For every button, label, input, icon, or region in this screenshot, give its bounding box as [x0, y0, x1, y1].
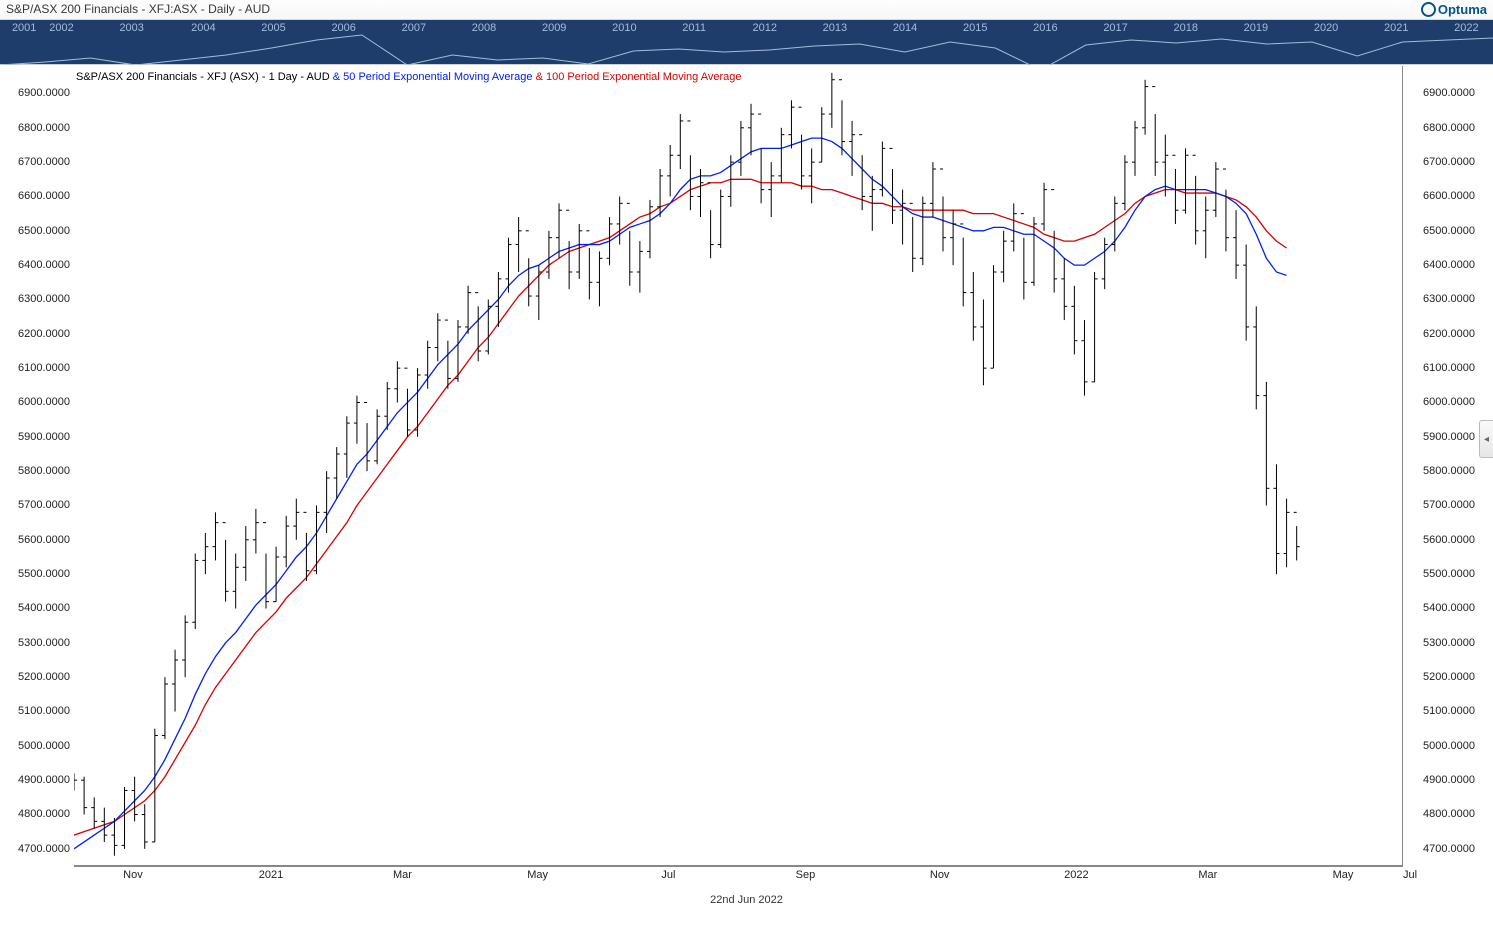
chart-area: 4700.0000 4800.0000 4900.0000 5000.0000 5100… — [0, 66, 1493, 908]
y-tick: 5200.0000 — [0, 671, 74, 683]
y-axis-left: 4700.0000 4800.0000 4900.0000 5000.0000 5100… — [0, 66, 74, 908]
timeline-year: 2016 — [1033, 22, 1057, 34]
y-tick: 6000.0000 — [0, 396, 74, 408]
y-tick: 5100.0000 — [0, 705, 74, 717]
x-tick: Jul — [661, 869, 675, 881]
y-tick: 5000.0000 — [0, 740, 74, 752]
collapse-handle[interactable]: ◂ — [1479, 420, 1493, 458]
y-tick: 6500.0000 — [0, 225, 74, 237]
timeline-year: 2006 — [331, 22, 355, 34]
legend-series-price: S&P/ASX 200 Financials - XFJ (ASX) - 1 D… — [76, 71, 330, 83]
y-tick: 5300.0000 — [0, 637, 74, 649]
timeline-year: 2007 — [402, 22, 426, 34]
y-tick: 4700.0000 — [1419, 843, 1493, 855]
y-tick: 6200.0000 — [0, 328, 74, 340]
chevron-left-icon: ◂ — [1484, 434, 1489, 445]
timeline-year: 2003 — [119, 22, 143, 34]
y-tick: 6300.0000 — [1419, 293, 1493, 305]
timeline-year: 2018 — [1173, 22, 1197, 34]
timeline-year: 2015 — [963, 22, 987, 34]
timeline-year: 2009 — [542, 22, 566, 34]
chart-title: S&P/ASX 200 Financials - XFJ:ASX - Daily… — [6, 2, 270, 16]
x-axis: Nov2021MarMayJulSepNov2022MarMayJul — [74, 866, 1403, 884]
y-tick: 5500.0000 — [1419, 568, 1493, 580]
x-tick: May — [1333, 869, 1354, 881]
y-tick: 6700.0000 — [1419, 156, 1493, 168]
timeline-year: 2021 — [1384, 22, 1408, 34]
x-tick: 2022 — [1064, 869, 1088, 881]
logo-text: Optuma — [1438, 2, 1487, 17]
y-tick: 5800.0000 — [0, 465, 74, 477]
y-tick: 6300.0000 — [0, 293, 74, 305]
y-tick: 5400.0000 — [0, 602, 74, 614]
y-tick: 5700.0000 — [1419, 499, 1493, 511]
timeline-year: 2013 — [823, 22, 847, 34]
y-tick: 6600.0000 — [1419, 190, 1493, 202]
x-tick: Sep — [796, 869, 816, 881]
title-bar: S&P/ASX 200 Financials - XFJ:ASX - Daily… — [0, 0, 1493, 20]
x-tick: Mar — [393, 869, 412, 881]
timeline-year: 2012 — [752, 22, 776, 34]
y-tick: 5600.0000 — [0, 534, 74, 546]
y-tick: 6400.0000 — [1419, 259, 1493, 271]
y-tick: 6200.0000 — [1419, 328, 1493, 340]
timeline-year: 2004 — [191, 22, 215, 34]
x-tick: Jul — [1403, 869, 1417, 881]
y-axis-right: 4700.0000 4800.0000 4900.0000 5000.0000 5100… — [1419, 66, 1493, 908]
y-tick: 5900.0000 — [0, 431, 74, 443]
y-tick: 5700.0000 — [0, 499, 74, 511]
timeline-year: 2010 — [612, 22, 636, 34]
timeline-year: 2017 — [1103, 22, 1127, 34]
y-tick: 6900.0000 — [0, 87, 74, 99]
y-tick: 4700.0000 — [0, 843, 74, 855]
timeline-navigator[interactable]: 2001 2002 2003 2004 2005 2006 2007 2008 2009 2010… — [0, 20, 1493, 65]
y-tick: 6000.0000 — [1419, 396, 1493, 408]
y-tick: 4900.0000 — [0, 774, 74, 786]
timeline-year: 2020 — [1314, 22, 1338, 34]
logo-icon — [1421, 2, 1436, 17]
y-tick: 6800.0000 — [1419, 122, 1493, 134]
y-tick: 6600.0000 — [0, 190, 74, 202]
y-tick: 6800.0000 — [0, 122, 74, 134]
y-tick: 4800.0000 — [0, 808, 74, 820]
chart-legend: S&P/ASX 200 Financials - XFJ (ASX) - 1 D… — [74, 70, 743, 84]
timeline-year: 2019 — [1244, 22, 1268, 34]
x-tick: Mar — [1198, 869, 1217, 881]
plot-border-right — [1402, 66, 1403, 866]
y-tick: 6100.0000 — [1419, 362, 1493, 374]
y-tick: 4800.0000 — [1419, 808, 1493, 820]
x-tick: 2021 — [259, 869, 283, 881]
y-tick: 6700.0000 — [0, 156, 74, 168]
timeline-year: 2022 — [1454, 22, 1478, 34]
app-logo: Optuma — [1421, 2, 1487, 17]
x-tick: May — [527, 869, 548, 881]
y-tick: 5400.0000 — [1419, 602, 1493, 614]
y-tick: 6500.0000 — [1419, 225, 1493, 237]
legend-series-ema50: & 50 Period Exponential Moving Average — [333, 71, 533, 83]
x-tick: Nov — [123, 869, 143, 881]
y-tick: 5000.0000 — [1419, 740, 1493, 752]
y-tick: 6900.0000 — [1419, 87, 1493, 99]
y-tick: 5500.0000 — [0, 568, 74, 580]
legend-series-ema100: & 100 Period Exponential Moving Average — [536, 71, 742, 83]
y-tick: 6400.0000 — [0, 259, 74, 271]
plot-svg — [74, 66, 1403, 866]
timeline-year: 2001 — [12, 22, 36, 34]
y-tick: 5300.0000 — [1419, 637, 1493, 649]
footer-date: 22nd Jun 2022 — [0, 894, 1493, 906]
x-tick: Nov — [930, 869, 950, 881]
y-tick: 5200.0000 — [1419, 671, 1493, 683]
price-plot[interactable]: S&P/ASX 200 Financials - XFJ (ASX) - 1 D… — [74, 66, 1403, 866]
y-tick: 5800.0000 — [1419, 465, 1493, 477]
y-tick: 6100.0000 — [0, 362, 74, 374]
timeline-year: 2008 — [472, 22, 496, 34]
timeline-year: 2011 — [682, 22, 706, 34]
timeline-year: 2014 — [893, 22, 917, 34]
timeline-year: 2005 — [261, 22, 285, 34]
timeline-year: 2002 — [49, 22, 73, 34]
y-tick: 5600.0000 — [1419, 534, 1493, 546]
y-tick: 4900.0000 — [1419, 774, 1493, 786]
y-tick: 5100.0000 — [1419, 705, 1493, 717]
